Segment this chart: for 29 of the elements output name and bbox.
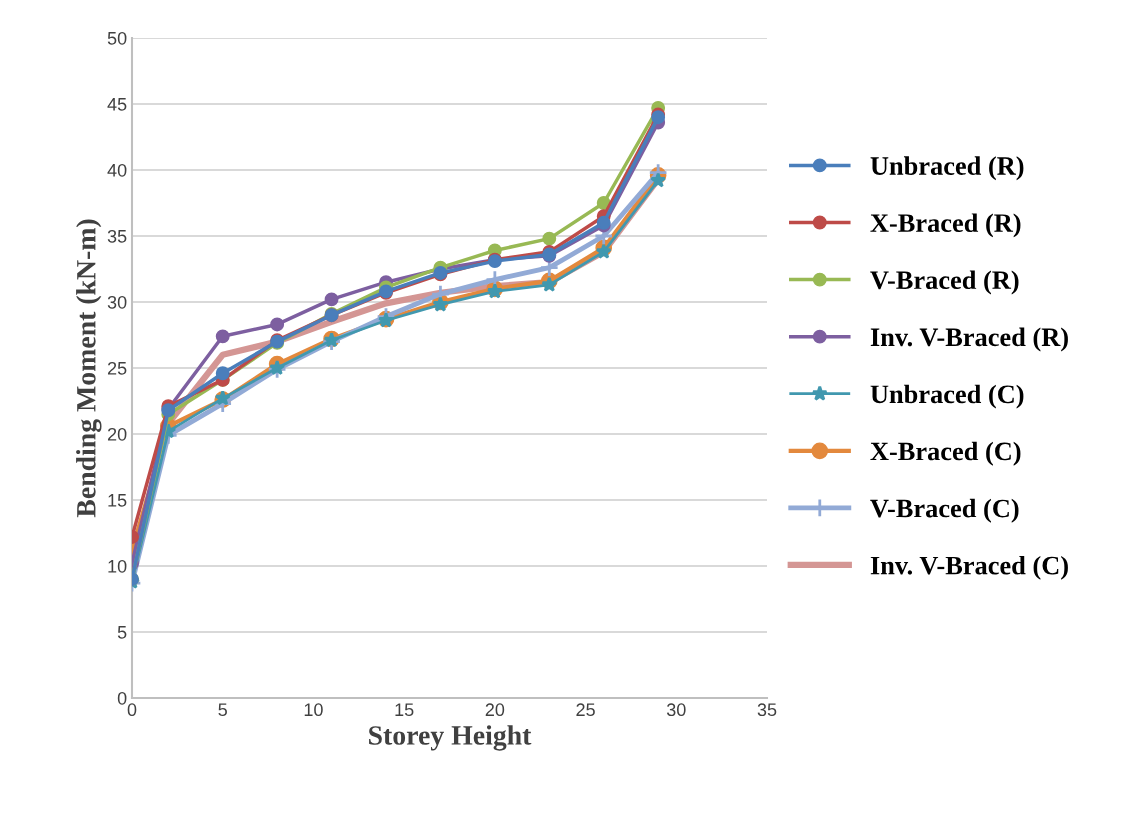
x-tick-label: 25 xyxy=(576,703,595,717)
legend-label: Inv. V-Braced (R) xyxy=(870,327,1068,352)
legend-label: X-Braced (R) xyxy=(870,213,1021,238)
y-tick-label: 20 xyxy=(107,427,127,441)
y-tick-label: 15 xyxy=(108,494,127,507)
legend-label: Inv. V-Braced (C) xyxy=(870,555,1068,580)
y-tick-label: 35 xyxy=(107,229,127,243)
legend-label: Unbraced (C) xyxy=(870,384,1024,409)
x-tick-label: 0 xyxy=(127,703,137,717)
x-tick-label: 5 xyxy=(218,703,227,717)
legend-label: X-Braced (C) xyxy=(870,441,1021,466)
x-axis-title: Storey Height xyxy=(369,725,532,751)
legend-label: V-Braced (C) xyxy=(870,498,1019,523)
y-tick-label: 45 xyxy=(107,98,127,111)
y-tick-label: 0 xyxy=(117,691,127,705)
y-tick-label: 50 xyxy=(107,31,127,45)
legend-label: V-Braced (R) xyxy=(870,270,1019,295)
x-tick-label: 15 xyxy=(395,703,414,717)
y-tick-label: 30 xyxy=(107,295,127,309)
y-axis-title: Bending Moment (kN-m) xyxy=(76,219,102,518)
y-tick-label: 25 xyxy=(107,361,127,375)
y-tick-label: 40 xyxy=(107,163,127,177)
legend-label: Unbraced (R) xyxy=(870,156,1024,181)
y-tick-label: 10 xyxy=(108,559,127,573)
x-tick-label: 35 xyxy=(757,703,777,717)
x-tick-label: 10 xyxy=(304,703,323,717)
x-tick-label: 20 xyxy=(485,703,505,717)
y-tick-label: 5 xyxy=(117,626,127,639)
x-tick-label: 30 xyxy=(666,703,686,717)
